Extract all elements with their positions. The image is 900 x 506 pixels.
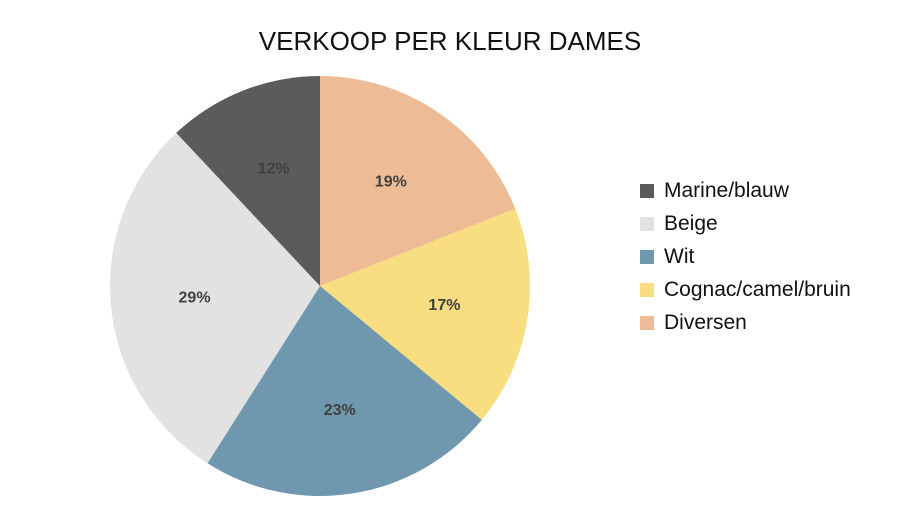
legend-label: Wit: [664, 244, 695, 268]
legend-item: Cognac/camel/bruin: [640, 273, 851, 306]
legend-swatch: [640, 249, 654, 264]
pie-slice-diversen: [320, 76, 516, 286]
data-label: 19%: [375, 173, 407, 190]
legend-label: Diversen: [664, 310, 747, 334]
data-label: 29%: [179, 289, 211, 306]
data-label: 17%: [428, 297, 460, 314]
pie-slices: [110, 76, 530, 496]
legend-swatch: [640, 183, 654, 198]
data-label: 12%: [258, 160, 290, 177]
legend-item: Beige: [640, 207, 851, 240]
pie-slice-beige: [110, 132, 320, 464]
legend-item: Wit: [640, 240, 851, 273]
legend-label: Cognac/camel/bruin: [664, 277, 851, 301]
legend-item: Diversen: [640, 306, 851, 339]
legend-label: Beige: [664, 211, 718, 235]
pie-slice-wit: [207, 286, 482, 496]
legend-swatch: [640, 315, 654, 330]
legend-swatch: [640, 216, 654, 231]
legend: Marine/blauw Beige Wit Cognac/camel/bruin Di…: [640, 174, 851, 339]
pie-slice-marine-blauw: [176, 76, 320, 286]
pie-slice-cognac-camel-bruin: [320, 208, 530, 420]
legend-label: Marine/blauw: [664, 178, 789, 202]
chart-title: VERKOOP PER KLEUR DAMES: [258, 26, 642, 56]
pie-labels: 19% 17% 23% 29% 12%: [179, 160, 461, 419]
legend-item: Marine/blauw: [640, 174, 851, 207]
data-label: 23%: [324, 402, 356, 419]
legend-swatch: [640, 282, 654, 297]
